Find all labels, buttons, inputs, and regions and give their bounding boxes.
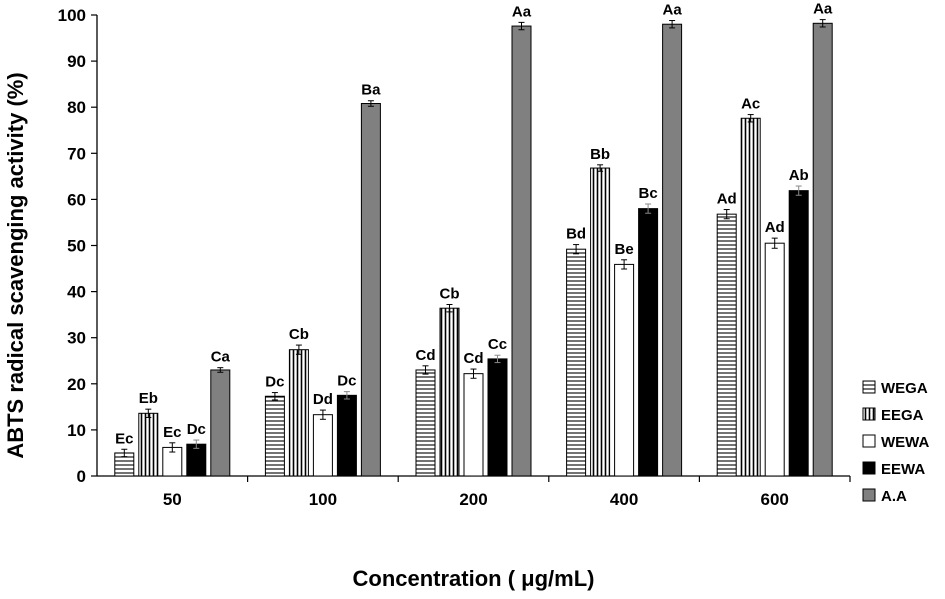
bar-aa-50 — [210, 369, 231, 477]
bar-data-label: Ad — [765, 219, 785, 236]
legend-label: WEGA — [881, 380, 928, 397]
y-tick-label: 70 — [67, 144, 86, 163]
bar-data-label: Dc — [265, 374, 284, 391]
y-tick-label: 50 — [67, 237, 86, 256]
legend-label: EEGA — [881, 407, 924, 424]
y-tick-label: 60 — [67, 190, 86, 209]
legend-swatch-eewa — [862, 461, 876, 475]
bar-wega-200 — [415, 369, 436, 477]
bar-eega-200 — [439, 307, 460, 477]
legend-label: WEWA — [881, 434, 929, 451]
bar-data-label: Cb — [440, 286, 460, 303]
bar-data-label: Cc — [488, 336, 507, 353]
bar-data-label: Bb — [590, 146, 610, 163]
bar-data-label: Bd — [566, 226, 586, 243]
x-tick-label: 50 — [163, 490, 182, 509]
bar-aa-100 — [360, 103, 381, 477]
bar-data-label: Ad — [717, 191, 737, 208]
bar-eewa-600 — [788, 190, 809, 477]
bar-data-label: Dc — [337, 373, 356, 390]
bar-wewa-600 — [764, 242, 785, 477]
bar-data-label: Cd — [464, 350, 484, 367]
legend-label: A.A — [881, 488, 907, 505]
y-tick-label: 0 — [77, 467, 86, 486]
y-axis-title: ABTS radical scavenging activity (%) — [3, 72, 28, 458]
y-tick-label: 20 — [67, 375, 86, 394]
bar-aa-200 — [511, 25, 532, 477]
x-axis-title: Concentration ( μg/mL) — [353, 566, 595, 591]
bar-data-label: Dd — [313, 391, 333, 408]
bar-eewa-50 — [186, 443, 207, 477]
bar-data-label: Eb — [139, 390, 158, 407]
bar-data-label: Ba — [361, 82, 381, 99]
legend-swatch-wewa — [862, 434, 876, 448]
y-tick-label: 10 — [67, 421, 86, 440]
bar-aa-600 — [812, 22, 833, 477]
legend-swatch-aa — [862, 488, 876, 502]
bar-eewa-200 — [487, 358, 508, 477]
y-tick-label: 100 — [58, 6, 86, 25]
bar-data-label: Cb — [289, 326, 309, 343]
bar-data-label: Ec — [163, 424, 181, 441]
bar-data-label: Cd — [416, 347, 436, 364]
legend: WEGA EEGA WEWA EEWA A.A — [862, 380, 929, 505]
bar-data-label: Ac — [741, 96, 760, 113]
bar-wega-400 — [566, 248, 587, 477]
bar-data-label: Aa — [512, 3, 532, 20]
legend-label: EEWA — [881, 461, 925, 478]
bar-eega-100 — [288, 349, 309, 477]
legend-swatch-wega — [862, 380, 876, 394]
y-tick-label: 80 — [67, 98, 86, 117]
x-tick-label: 200 — [459, 490, 487, 509]
bar-wega-600 — [716, 213, 737, 477]
bar-eewa-400 — [638, 208, 659, 477]
bar-wewa-400 — [614, 263, 635, 477]
x-tick-label: 600 — [761, 490, 789, 509]
bar-data-label: Ab — [789, 167, 809, 184]
bar-data-label: Aa — [663, 2, 683, 19]
x-tick-label: 100 — [309, 490, 337, 509]
bar-wega-100 — [264, 395, 285, 477]
bar-data-label: Aa — [813, 1, 833, 18]
y-tick-label: 90 — [67, 52, 86, 71]
legend-swatch-eega — [862, 407, 876, 421]
x-tick-label: 400 — [610, 490, 638, 509]
bar-data-label: Dc — [187, 421, 206, 438]
bar-data-label: Be — [615, 241, 634, 258]
bar-data-label: Bc — [639, 185, 658, 202]
bar-aa-400 — [662, 23, 683, 477]
y-tick-label: 30 — [67, 329, 86, 348]
bar-data-label: Ec — [115, 430, 133, 447]
bar-eega-600 — [740, 117, 761, 477]
bar-eega-400 — [590, 167, 611, 477]
bar-wewa-100 — [312, 414, 333, 477]
bar-eewa-100 — [336, 394, 357, 477]
bar-eega-50 — [138, 412, 159, 477]
y-tick-label: 40 — [67, 283, 86, 302]
bar-data-label: Ca — [211, 349, 231, 366]
bar-wewa-200 — [463, 373, 484, 477]
